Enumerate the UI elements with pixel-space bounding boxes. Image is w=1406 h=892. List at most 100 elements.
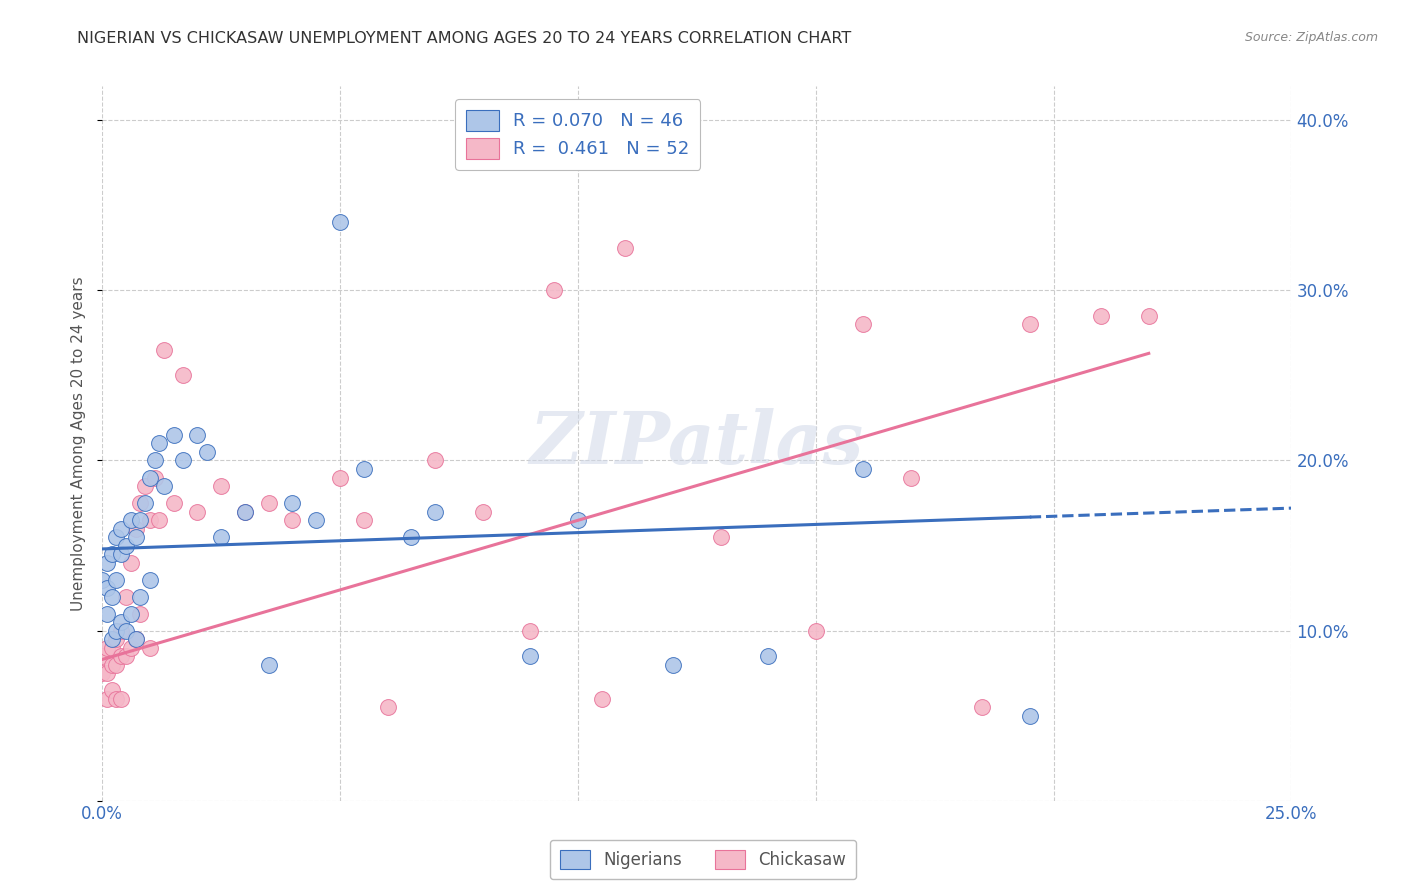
- Point: [134, 496, 156, 510]
- Point: [471, 504, 494, 518]
- Point: [105, 632, 128, 646]
- Point: [756, 649, 779, 664]
- Point: [110, 522, 132, 536]
- Point: [804, 624, 827, 638]
- Point: [139, 640, 162, 655]
- Point: [115, 539, 138, 553]
- Point: [1018, 318, 1040, 332]
- Point: [1090, 309, 1112, 323]
- Point: [172, 453, 194, 467]
- Point: [143, 453, 166, 467]
- Point: [519, 624, 541, 638]
- Y-axis label: Unemployment Among Ages 20 to 24 years: Unemployment Among Ages 20 to 24 years: [72, 277, 86, 611]
- Point: [852, 462, 875, 476]
- Point: [96, 691, 118, 706]
- Point: [281, 496, 304, 510]
- Point: [710, 530, 733, 544]
- Point: [91, 649, 114, 664]
- Point: [591, 691, 613, 706]
- Point: [209, 479, 232, 493]
- Point: [100, 657, 122, 672]
- Point: [120, 556, 142, 570]
- Point: [148, 513, 170, 527]
- Point: [257, 496, 280, 510]
- Point: [377, 700, 399, 714]
- Point: [153, 479, 176, 493]
- Point: [143, 470, 166, 484]
- Point: [124, 530, 146, 544]
- Point: [100, 640, 122, 655]
- Point: [209, 530, 232, 544]
- Point: [124, 522, 146, 536]
- Point: [662, 657, 685, 672]
- Point: [96, 640, 118, 655]
- Point: [329, 215, 352, 229]
- Point: [124, 632, 146, 646]
- Point: [329, 470, 352, 484]
- Point: [401, 530, 423, 544]
- Point: [105, 530, 128, 544]
- Point: [172, 368, 194, 383]
- Point: [105, 657, 128, 672]
- Point: [186, 504, 208, 518]
- Legend: R = 0.070   N = 46, R =  0.461   N = 52: R = 0.070 N = 46, R = 0.461 N = 52: [456, 99, 700, 169]
- Point: [115, 590, 138, 604]
- Point: [425, 453, 447, 467]
- Point: [233, 504, 256, 518]
- Point: [105, 573, 128, 587]
- Point: [195, 445, 218, 459]
- Point: [120, 607, 142, 621]
- Point: [1018, 708, 1040, 723]
- Point: [110, 691, 132, 706]
- Point: [425, 504, 447, 518]
- Point: [110, 547, 132, 561]
- Point: [139, 573, 162, 587]
- Point: [281, 513, 304, 527]
- Point: [305, 513, 328, 527]
- Point: [96, 607, 118, 621]
- Point: [162, 496, 184, 510]
- Point: [567, 513, 589, 527]
- Point: [543, 284, 565, 298]
- Point: [129, 607, 152, 621]
- Point: [353, 462, 375, 476]
- Point: [139, 513, 162, 527]
- Text: ZIPatlas: ZIPatlas: [530, 408, 863, 479]
- Point: [100, 547, 122, 561]
- Point: [124, 632, 146, 646]
- Point: [1137, 309, 1160, 323]
- Point: [519, 649, 541, 664]
- Point: [900, 470, 922, 484]
- Text: NIGERIAN VS CHICKASAW UNEMPLOYMENT AMONG AGES 20 TO 24 YEARS CORRELATION CHART: NIGERIAN VS CHICKASAW UNEMPLOYMENT AMONG…: [77, 31, 852, 46]
- Point: [148, 436, 170, 450]
- Text: Source: ZipAtlas.com: Source: ZipAtlas.com: [1244, 31, 1378, 45]
- Point: [852, 318, 875, 332]
- Point: [110, 624, 132, 638]
- Point: [153, 343, 176, 357]
- Point: [110, 649, 132, 664]
- Point: [129, 513, 152, 527]
- Point: [129, 496, 152, 510]
- Point: [91, 666, 114, 681]
- Point: [96, 556, 118, 570]
- Point: [91, 573, 114, 587]
- Point: [257, 657, 280, 672]
- Point: [139, 470, 162, 484]
- Point: [120, 513, 142, 527]
- Point: [162, 428, 184, 442]
- Point: [972, 700, 994, 714]
- Point: [100, 683, 122, 698]
- Point: [100, 632, 122, 646]
- Point: [134, 479, 156, 493]
- Point: [120, 640, 142, 655]
- Point: [96, 581, 118, 595]
- Point: [105, 624, 128, 638]
- Point: [100, 590, 122, 604]
- Point: [353, 513, 375, 527]
- Point: [186, 428, 208, 442]
- Point: [233, 504, 256, 518]
- Point: [96, 666, 118, 681]
- Point: [614, 241, 637, 255]
- Legend: Nigerians, Chickasaw: Nigerians, Chickasaw: [550, 840, 856, 880]
- Point: [129, 590, 152, 604]
